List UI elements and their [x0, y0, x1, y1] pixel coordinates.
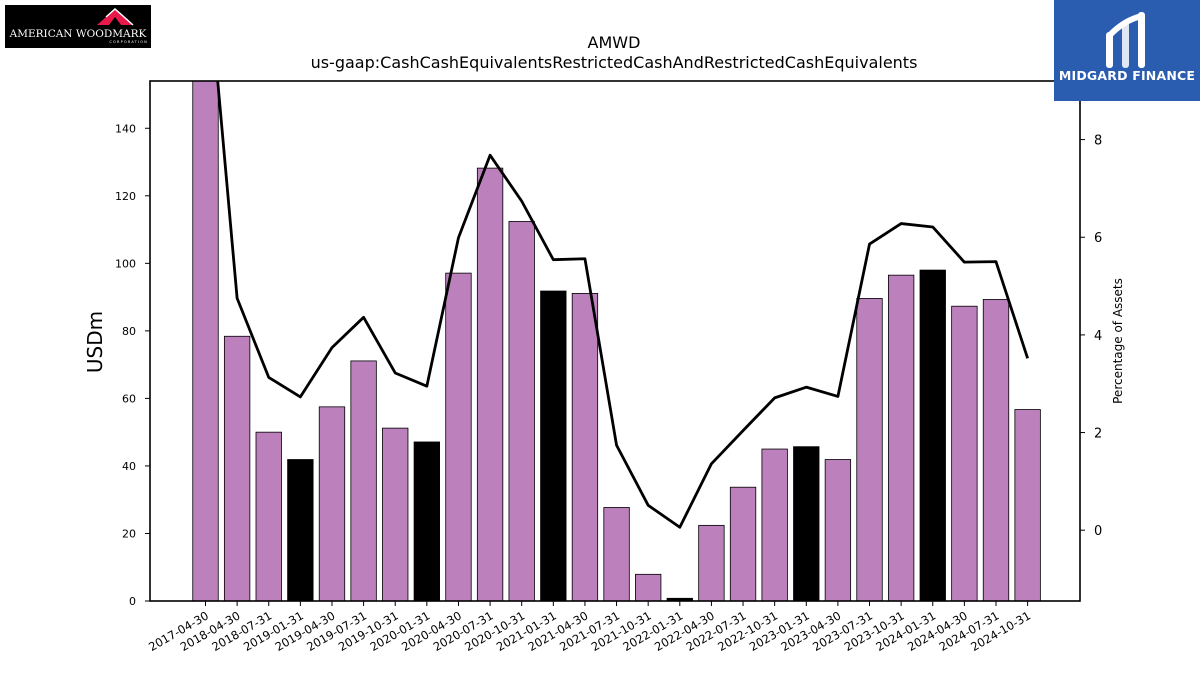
bar-2021-10-31 [635, 573, 662, 601]
bar-2019-07-31 [350, 360, 377, 601]
bar-2022-04-30 [698, 524, 725, 601]
left-axis: 0 20 40 60 80 100 120 140 [115, 122, 150, 608]
midgard-finance-logo: MIDGARD FINANCE [1054, 0, 1200, 101]
bar-2020-04-30 [445, 272, 472, 601]
y-tick-label: 20 [122, 527, 136, 540]
y2-tick-label: 0 [1094, 524, 1102, 539]
bar-2023-07-31 [856, 298, 883, 601]
percentage-of-assets-line [216, 81, 1029, 529]
y-tick-label: 40 [122, 460, 136, 473]
y2-tick-label: 6 [1094, 231, 1102, 246]
bar-2020-07-31 [476, 167, 504, 601]
midgard-emblem-icon [1106, 12, 1145, 68]
y2-tick-label: 8 [1094, 134, 1102, 149]
y2-tick-label: 4 [1094, 329, 1102, 344]
line-layer [216, 81, 1029, 529]
right-logo-text: MIDGARD FINANCE [1058, 68, 1196, 83]
american-woodmark-logo: AMERICAN WOODMARK CORPORATION [5, 5, 151, 48]
bar-2021-07-31 [603, 507, 630, 601]
y2-axis-label: Percentage of Assets [1111, 278, 1125, 404]
bar-2023-10-31 [887, 274, 915, 601]
chart-title: AMWD [588, 33, 641, 52]
bar-2023-04-30 [824, 459, 852, 601]
y-tick-label: 80 [122, 325, 136, 338]
right-axis: 0 2 4 6 8 [1080, 134, 1102, 539]
bar-2020-10-31 [508, 221, 535, 601]
y-tick-label: 60 [122, 392, 136, 405]
bar-2024-10-31 [1014, 409, 1041, 601]
plot-frame [149, 80, 1081, 602]
bar-2024-07-31 [982, 299, 1010, 601]
bar-2021-01-31 [540, 290, 567, 601]
bar-2017-04-30 [192, 81, 219, 601]
left-logo-subtext: CORPORATION [109, 40, 148, 44]
y-tick-label: 100 [115, 257, 136, 270]
logo-roof-icon [97, 7, 134, 26]
bar-2023-01-31 [793, 446, 820, 601]
bar-2018-04-30 [223, 335, 251, 601]
bar-2022-10-31 [761, 448, 788, 601]
bar-2022-07-31 [729, 486, 757, 601]
bar-2024-01-31 [919, 269, 946, 601]
bar-2020-01-31 [413, 441, 440, 601]
chart-subtitle: us-gaap:CashCashEquivalentsRestrictedCas… [311, 53, 918, 72]
bar-2024-04-30 [951, 305, 978, 601]
x-axis: 2017-04-302018-04-302018-07-312019-01-31… [146, 601, 1033, 654]
bar-2018-07-31 [255, 431, 282, 601]
y-tick-label: 120 [115, 190, 136, 203]
bar-2019-10-31 [382, 427, 409, 601]
bar-2019-01-31 [287, 459, 314, 601]
y-tick-label: 0 [129, 595, 136, 608]
bar-2021-04-30 [571, 292, 599, 601]
y-tick-label: 140 [115, 122, 136, 135]
bar-2019-04-30 [318, 406, 346, 601]
bars-layer [192, 81, 1041, 601]
y2-tick-label: 2 [1094, 427, 1102, 442]
y-axis-label: USDm [83, 311, 107, 373]
left-logo-text: AMERICAN WOODMARK [9, 28, 147, 40]
